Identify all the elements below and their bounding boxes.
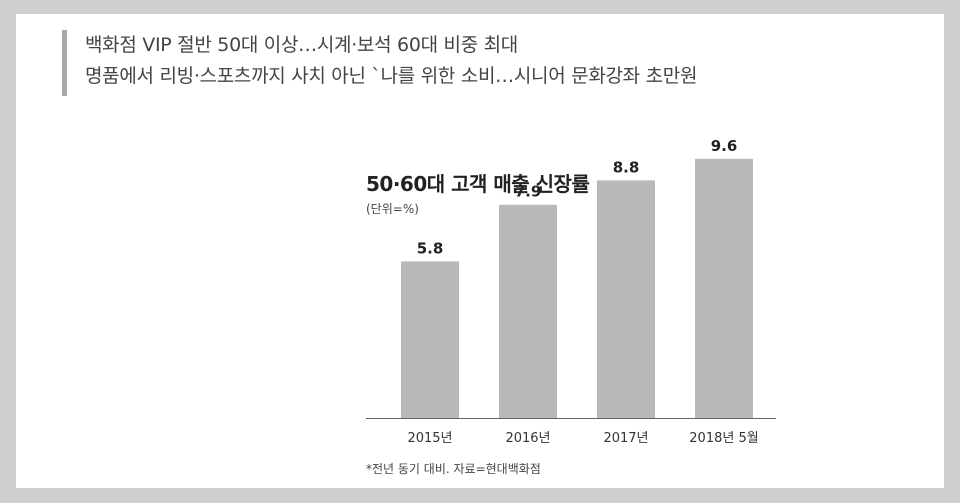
data-label-2: 8.8 [613,158,640,176]
x-tick-label-3: 2018년 5월 [689,431,758,446]
chart-footnote: *전년 동기 대비. 자료=현대백화점 [366,462,541,476]
card: 백화점 VIP 절반 50대 이상…시계·보석 60대 비중 최대 명품에서 리… [16,14,944,488]
bar-2 [597,180,655,418]
chart-unit: (단위=%) [366,202,419,216]
x-tick-label-1: 2016년 [505,431,550,446]
bar-chart: 5.8 2015년 7.9 2016년 8.8 2017년 9.6 2018년 5월 [366,137,776,446]
bar-3 [695,158,753,419]
data-label-0: 5.8 [417,239,444,257]
bar-0 [401,261,459,418]
data-label-1: 7.9 [515,183,542,201]
data-label-3: 9.6 [711,137,738,155]
chart-title: 50·60대 고객 매출 신장률 [366,172,590,196]
bar-1 [499,204,557,418]
x-tick-label-0: 2015년 [407,431,452,446]
headline-line-2: 명품에서 리빙·스포츠까지 사치 아닌 `나를 위한 소비…시니어 문화강좌 초… [85,65,698,87]
headline: 백화점 VIP 절반 50대 이상…시계·보석 60대 비중 최대 명품에서 리… [62,30,697,96]
headline-line-1: 백화점 VIP 절반 50대 이상…시계·보석 60대 비중 최대 [85,34,518,56]
x-tick-label-2: 2017년 [603,431,648,446]
